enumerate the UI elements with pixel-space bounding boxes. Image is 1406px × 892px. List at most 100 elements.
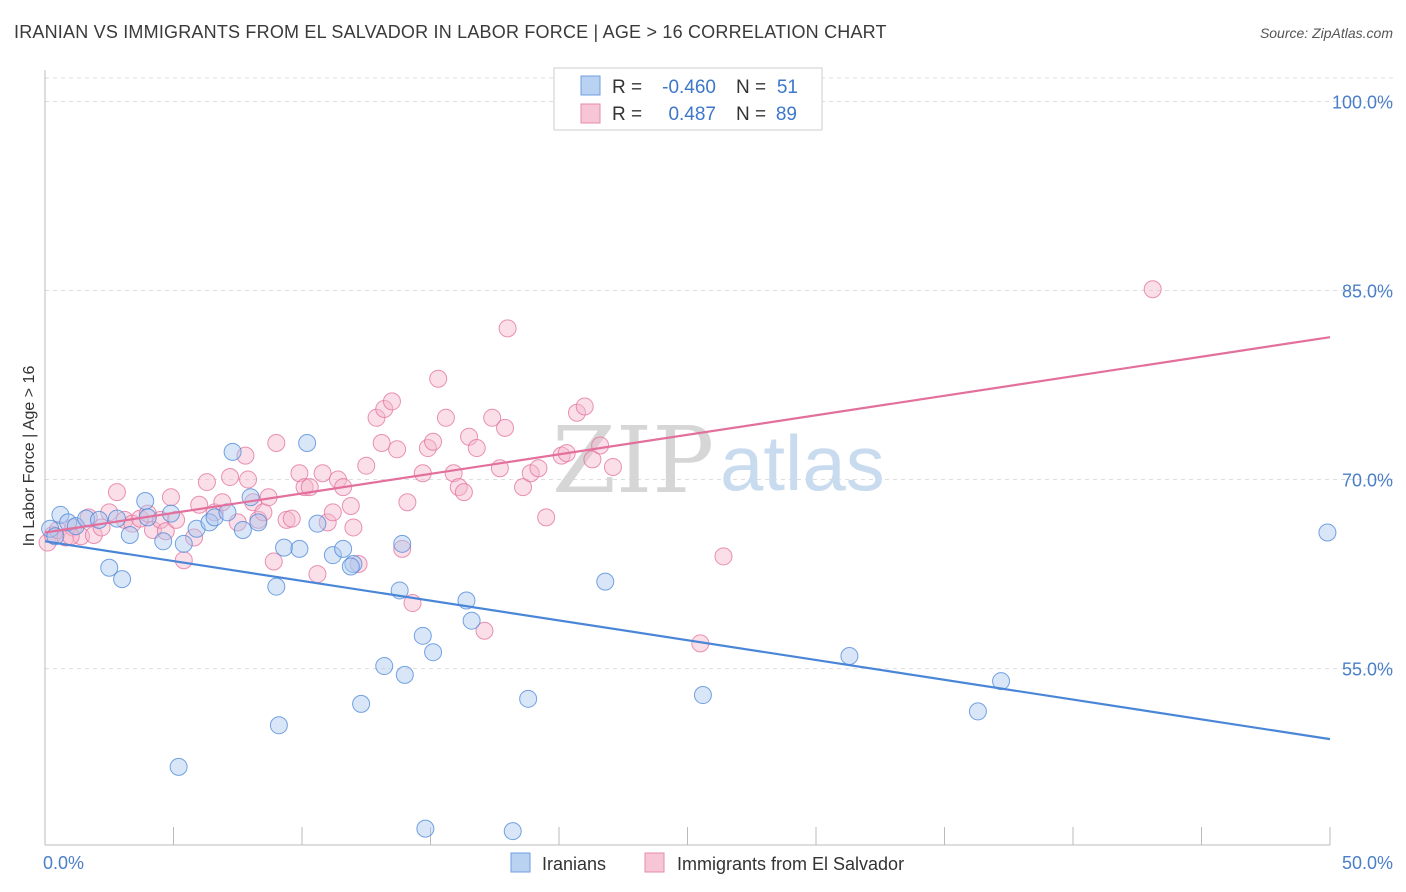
data-point	[603, 457, 622, 476]
data-point	[382, 392, 401, 411]
data-point	[498, 319, 517, 338]
data-point	[154, 532, 173, 551]
legend-r-label-blue: R =	[612, 77, 642, 98]
trend-line-el-salvador	[44, 336, 1331, 534]
data-point	[416, 819, 435, 838]
chart-source: Source: ZipAtlas.com	[1259, 25, 1393, 41]
data-point	[352, 694, 371, 713]
data-point	[467, 439, 486, 458]
data-point	[174, 534, 193, 553]
data-point	[239, 470, 258, 489]
chart-title: IRANIAN VS IMMIGRANTS FROM EL SALVADOR I…	[14, 22, 887, 42]
x-tick-label: 0.0%	[43, 853, 84, 873]
data-point	[424, 643, 443, 662]
data-point	[136, 491, 155, 510]
data-point	[290, 464, 309, 483]
data-point	[388, 440, 407, 459]
legend-n-value-blue: 51	[777, 77, 798, 98]
data-point	[567, 403, 586, 422]
y-tick-label: 85.0%	[1342, 282, 1393, 302]
data-point	[313, 464, 332, 483]
data-point	[341, 497, 360, 516]
watermark-atlas: atlas	[720, 419, 885, 507]
data-point	[344, 518, 363, 537]
data-point	[575, 397, 594, 416]
data-point	[344, 554, 363, 573]
data-point	[357, 456, 376, 475]
data-point	[693, 686, 712, 705]
data-point	[269, 716, 288, 735]
y-tick-label: 55.0%	[1342, 660, 1393, 680]
data-point	[233, 520, 252, 539]
data-point	[282, 509, 301, 528]
data-point	[424, 432, 443, 451]
legend-r-label-pink: R =	[612, 104, 642, 125]
trend-line-iranians	[44, 540, 1331, 741]
legend-swatch-iranians	[510, 852, 531, 873]
data-point	[583, 450, 602, 469]
series-el-salvador	[38, 280, 1162, 653]
x-tick-label: 50.0%	[1342, 853, 1393, 873]
data-point	[436, 408, 455, 427]
data-point	[174, 551, 193, 570]
data-point	[393, 534, 412, 553]
data-point	[341, 557, 360, 576]
legend-swatch-el-salvador	[644, 852, 665, 873]
data-point	[113, 570, 132, 589]
data-point	[267, 577, 286, 596]
data-point	[395, 665, 414, 684]
series-iranians	[41, 434, 1337, 841]
data-point	[323, 546, 342, 565]
data-point	[475, 621, 494, 640]
legend-n-label-blue: N =	[736, 77, 766, 98]
data-point	[1143, 280, 1162, 299]
data-point	[100, 558, 119, 577]
data-point	[290, 539, 309, 558]
trend-lines	[44, 336, 1331, 741]
data-point	[596, 572, 615, 591]
series-legend: Iranians Immigrants from El Salvador	[510, 852, 904, 874]
data-point	[308, 514, 327, 533]
data-point	[169, 757, 188, 776]
y-tick-label: 70.0%	[1342, 471, 1393, 491]
legend-n-label-pink: N =	[736, 104, 766, 125]
data-point	[375, 399, 394, 418]
data-point	[968, 702, 987, 721]
data-point	[496, 418, 515, 437]
data-point	[462, 611, 481, 630]
data-point	[334, 539, 353, 558]
data-point	[591, 436, 610, 455]
data-point	[454, 483, 473, 502]
data-point	[714, 547, 733, 566]
data-point	[51, 505, 70, 524]
data-point	[107, 509, 126, 528]
data-point	[529, 459, 548, 478]
data-point	[483, 408, 502, 427]
data-point	[223, 442, 242, 461]
data-point	[267, 434, 286, 453]
data-point	[275, 538, 294, 557]
data-point	[100, 503, 119, 522]
legend-n-value-pink: 89	[776, 104, 797, 125]
data-point	[107, 483, 126, 502]
correlation-legend: R = -0.460 N = 51 R = 0.487 N = 89	[553, 67, 823, 131]
data-point	[372, 434, 391, 453]
data-point	[264, 552, 283, 571]
data-point	[197, 473, 216, 492]
legend-label-el-salvador: Immigrants from El Salvador	[677, 854, 904, 874]
x-tick-labels: 0.0% 50.0%	[43, 853, 1393, 873]
grid-lines	[45, 77, 1393, 670]
legend-swatch-blue	[580, 75, 601, 96]
data-point	[413, 626, 432, 645]
data-point	[449, 478, 468, 497]
data-point	[503, 822, 522, 841]
data-point	[308, 565, 327, 584]
data-point	[393, 539, 412, 558]
data-point	[429, 369, 448, 388]
legend-r-value-blue: -0.460	[662, 77, 716, 98]
data-point	[840, 646, 859, 665]
data-point	[323, 503, 342, 522]
y-axis-label: In Labor Force | Age > 16	[21, 366, 38, 547]
legend-label-iranians: Iranians	[542, 854, 606, 874]
data-point	[375, 657, 394, 676]
